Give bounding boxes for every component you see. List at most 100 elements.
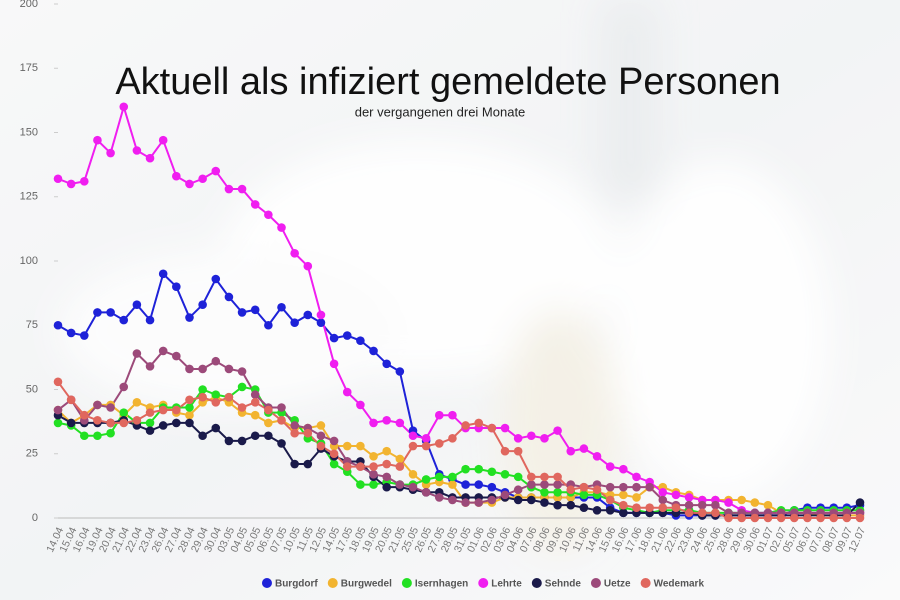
data-point [224,436,234,446]
data-point [132,416,142,425]
y-tick-label: 25 [26,448,38,460]
data-point [224,292,234,302]
data-point [250,431,260,441]
data-point [684,508,694,518]
y-tick-label: 200 [20,0,38,10]
legend-item: Lehrte [478,578,522,590]
data-point [185,179,194,189]
data-point [566,485,576,495]
legend-swatch [261,578,272,588]
data-point [158,405,168,415]
data-point [382,472,391,482]
data-point [224,364,234,374]
data-point [645,482,654,492]
data-point [645,503,654,513]
data-point [132,349,142,358]
legend-item: Burgwedel [327,578,392,590]
y-tick-label: 100 [20,255,38,267]
data-point [763,513,773,523]
data-point [658,488,668,497]
legend-swatch [590,578,601,588]
data-point [500,490,510,500]
data-point [264,431,273,441]
data-point [329,359,339,369]
data-point [553,472,562,482]
data-point [527,431,536,441]
data-point [303,261,313,271]
data-point [829,513,839,523]
data-point [724,498,733,507]
data-point [369,462,378,471]
data-point [540,434,549,443]
data-point [93,416,102,425]
data-point [145,418,155,428]
legend-swatch [640,578,651,588]
data-point [395,418,405,428]
data-point [185,410,194,420]
data-point [592,505,602,515]
data-point [172,282,181,292]
data-point [329,333,339,343]
data-point [290,248,299,258]
data-point [789,513,799,523]
data-point [513,485,523,495]
legend-label: Isernhagen [415,579,468,590]
data-point [605,482,615,492]
data-point [198,364,207,374]
data-point [421,475,431,484]
data-point [132,300,142,309]
data-point [342,331,352,340]
data-point [356,336,365,345]
data-point [605,505,615,515]
data-point [553,426,562,435]
data-point [671,503,681,513]
legend-swatch [327,578,338,588]
data-point [106,148,115,158]
data-point [855,513,865,523]
data-point [619,482,628,492]
data-point [395,454,405,464]
data-point [369,418,378,428]
data-point [329,449,339,459]
data-point [198,300,207,309]
data-point [750,498,760,507]
y-tick-label: 0 [32,512,38,524]
data-point [290,459,299,469]
data-point [395,462,405,471]
data-point [106,418,115,428]
data-point [290,428,299,438]
data-point [382,359,391,369]
data-point [632,493,641,502]
y-tick-label: 75 [26,319,38,331]
legend-label: Uetze [604,579,631,590]
data-point [776,513,786,523]
data-point [487,467,497,477]
data-point [356,441,365,451]
data-point [185,364,194,374]
data-point [382,446,391,456]
data-point [53,405,63,415]
data-point [250,200,260,209]
data-point [158,135,168,145]
data-point [198,431,207,441]
data-point [527,495,536,505]
y-tick-label: 125 [20,191,38,203]
data-point [842,513,852,523]
data-point [316,421,326,430]
data-point [658,503,668,513]
data-point [566,500,576,510]
data-point [158,269,168,279]
data-point [211,166,221,176]
data-point [553,488,562,497]
data-point [487,495,497,505]
data-point [540,480,549,489]
data-point [53,418,63,428]
data-point [66,395,76,405]
data-point [697,500,707,510]
data-point [356,462,365,471]
data-point [803,513,812,523]
data-point [408,431,418,441]
legend-swatch [478,578,489,588]
data-point [290,421,299,430]
y-tick-label: 175 [20,62,38,74]
